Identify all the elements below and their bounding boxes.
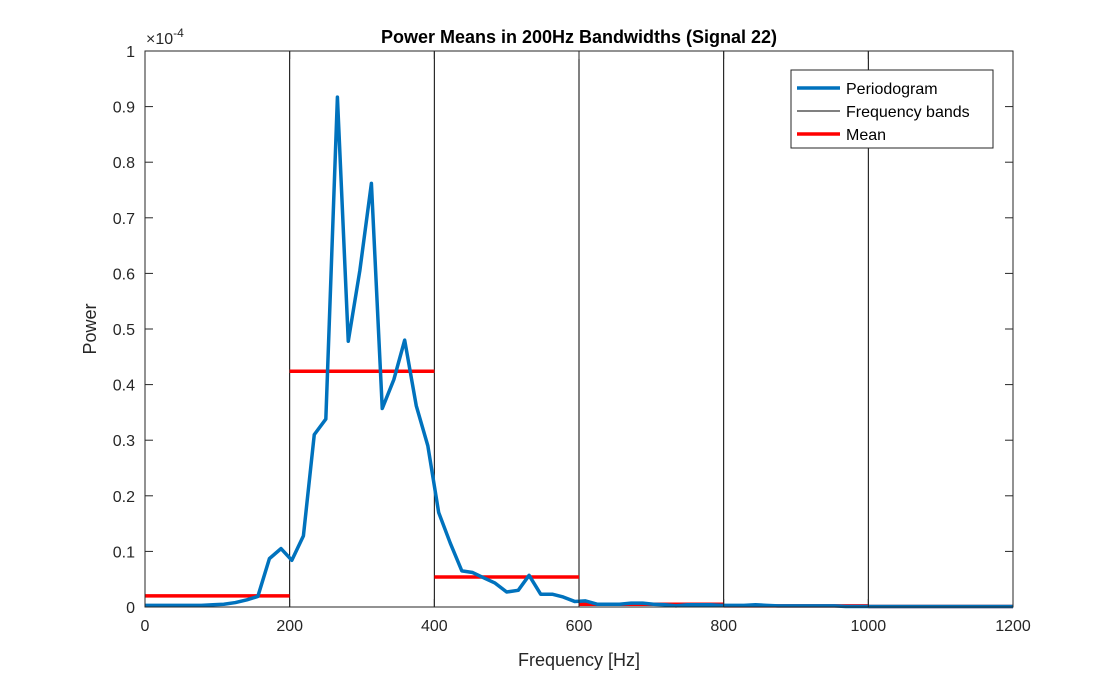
periodogram-layer [145, 95, 1013, 609]
y-tick-label: 0.1 [113, 544, 135, 561]
y-tick-label: 1 [126, 44, 135, 61]
y-tick-label: 0.9 [113, 100, 135, 117]
y-tick-label: 0.5 [113, 322, 135, 339]
y-tick-label: 0 [126, 600, 135, 617]
x-tick-label: 0 [141, 618, 150, 635]
y-axis-label: Power [80, 303, 100, 354]
x-axis-ticks: 0 200 400 600 800 1000 1200 [141, 51, 1031, 635]
periodogram-line [145, 95, 1013, 609]
x-tick-label: 1000 [851, 618, 887, 635]
y-axis-ticks: 0 0.1 0.2 0.3 0.4 0.5 0.6 0.7 0.8 0.9 1 [113, 44, 1013, 617]
x-tick-label: 600 [566, 618, 593, 635]
legend-label-periodogram: Periodogram [846, 81, 938, 98]
y-tick-label: 0.6 [113, 266, 135, 283]
y-tick-label: 0.7 [113, 211, 135, 228]
y-tick-label: 0.2 [113, 489, 135, 506]
x-tick-label: 400 [421, 618, 448, 635]
y-tick-label: 0.8 [113, 155, 135, 172]
x-tick-label: 1200 [995, 618, 1031, 635]
y-tick-label: 0.3 [113, 433, 135, 450]
x-tick-label: 800 [710, 618, 737, 635]
x-tick-label: 200 [276, 618, 303, 635]
y-exponent-label: ×10-4 [146, 26, 184, 48]
legend: Periodogram Frequency bands Mean [790, 69, 994, 149]
y-tick-label: 0.4 [113, 378, 135, 395]
x-axis-label: Frequency [Hz] [518, 650, 640, 670]
legend-label-mean: Mean [846, 127, 886, 144]
chart-title: Power Means in 200Hz Bandwidths (Signal … [381, 27, 777, 47]
legend-label-frequency-bands: Frequency bands [846, 104, 970, 121]
